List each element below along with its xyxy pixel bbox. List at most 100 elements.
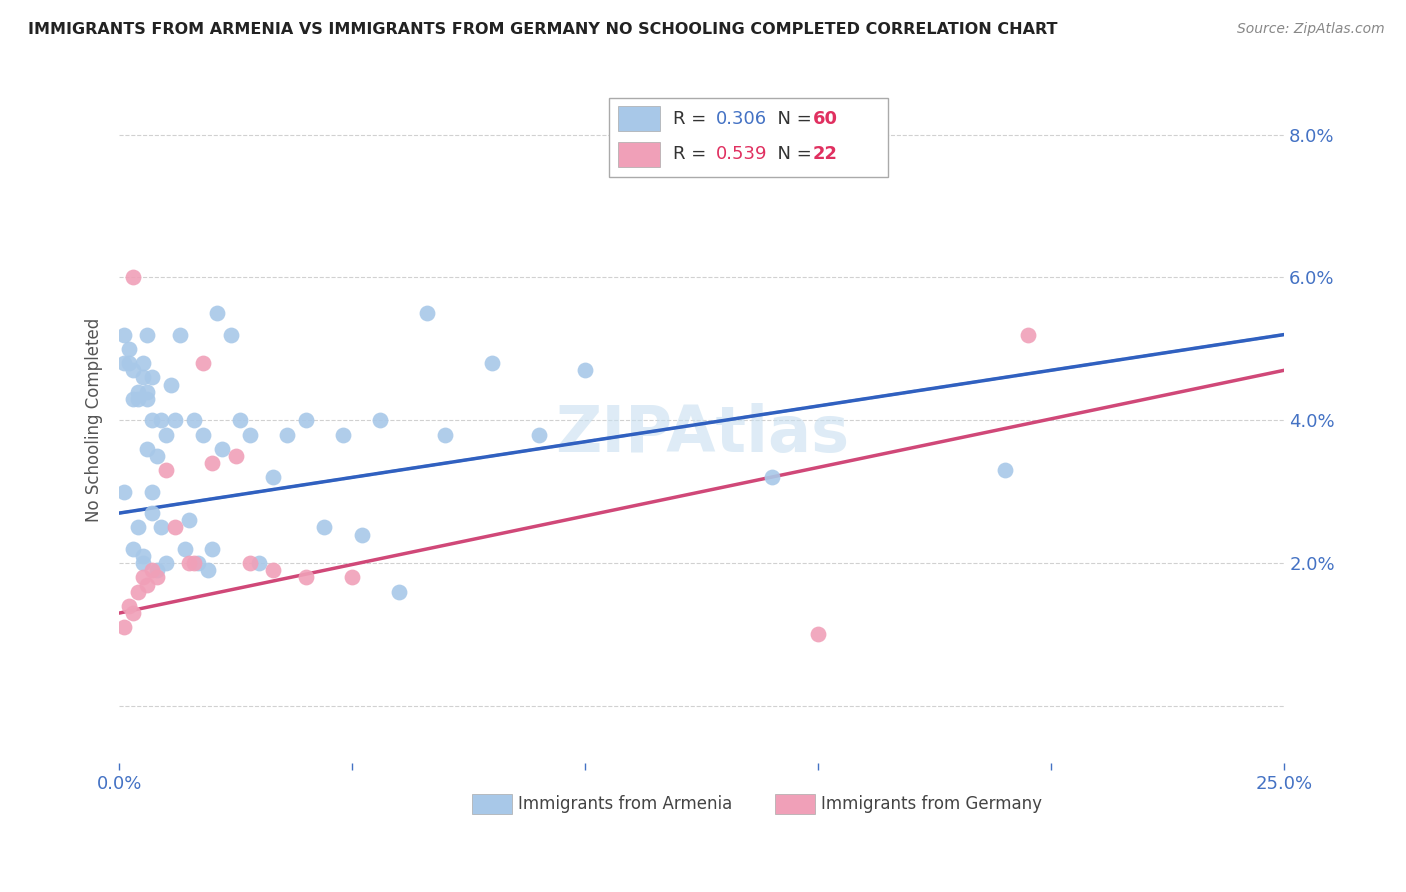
Point <box>527 427 550 442</box>
Point <box>183 413 205 427</box>
Point <box>122 606 145 620</box>
Point <box>368 413 391 427</box>
Point <box>122 270 145 285</box>
Point <box>294 413 316 427</box>
Point <box>136 384 159 399</box>
Point <box>314 520 336 534</box>
Point <box>141 413 163 427</box>
Text: R =: R = <box>672 145 711 163</box>
Point <box>219 327 242 342</box>
Text: N =: N = <box>766 145 817 163</box>
Point <box>350 527 373 541</box>
Point <box>332 427 354 442</box>
Text: R =: R = <box>672 110 711 128</box>
Text: IMMIGRANTS FROM ARMENIA VS IMMIGRANTS FROM GERMANY NO SCHOOLING COMPLETED CORREL: IMMIGRANTS FROM ARMENIA VS IMMIGRANTS FR… <box>28 22 1057 37</box>
Point <box>117 599 139 613</box>
Point <box>225 449 247 463</box>
Point <box>165 520 187 534</box>
Point <box>342 570 364 584</box>
Point <box>201 456 224 470</box>
Point <box>761 470 783 484</box>
FancyBboxPatch shape <box>617 142 659 167</box>
Point <box>276 427 298 442</box>
Point <box>173 541 195 556</box>
Point <box>127 392 149 406</box>
FancyBboxPatch shape <box>617 106 659 131</box>
Text: 22: 22 <box>813 145 838 163</box>
Point <box>481 356 503 370</box>
Point <box>131 356 153 370</box>
Text: Immigrants from Germany: Immigrants from Germany <box>821 795 1042 814</box>
Point <box>247 556 270 570</box>
Point <box>117 356 139 370</box>
Point <box>262 470 284 484</box>
Point <box>205 306 228 320</box>
Point <box>165 413 187 427</box>
Point <box>191 427 214 442</box>
Point <box>262 563 284 577</box>
Point <box>388 584 411 599</box>
Text: 0.306: 0.306 <box>716 110 766 128</box>
Point <box>141 370 163 384</box>
Point <box>127 520 149 534</box>
Text: N =: N = <box>766 110 817 128</box>
Point <box>136 392 159 406</box>
Point <box>183 556 205 570</box>
Point <box>122 392 145 406</box>
Point <box>807 627 830 641</box>
Point <box>294 570 316 584</box>
Point <box>145 449 167 463</box>
Point <box>136 442 159 456</box>
Point <box>131 570 153 584</box>
Point <box>112 356 135 370</box>
Point <box>994 463 1017 477</box>
Point <box>141 484 163 499</box>
Point <box>179 556 201 570</box>
Point <box>150 520 173 534</box>
Point <box>131 556 153 570</box>
Text: 0.539: 0.539 <box>716 145 768 163</box>
Point <box>112 620 135 634</box>
Point <box>131 370 153 384</box>
Point <box>150 413 173 427</box>
Point <box>122 363 145 377</box>
Point <box>112 327 135 342</box>
Point <box>145 570 167 584</box>
Point <box>191 356 214 370</box>
Text: ZIPAtlas: ZIPAtlas <box>555 403 849 465</box>
Point <box>112 484 135 499</box>
Point <box>197 563 219 577</box>
Text: Source: ZipAtlas.com: Source: ZipAtlas.com <box>1237 22 1385 37</box>
FancyBboxPatch shape <box>775 794 815 814</box>
FancyBboxPatch shape <box>609 98 889 177</box>
Text: 60: 60 <box>813 110 838 128</box>
Point <box>141 506 163 520</box>
Point <box>239 556 262 570</box>
Point <box>159 377 181 392</box>
Point <box>141 563 163 577</box>
Point <box>155 427 177 442</box>
Point <box>1017 327 1039 342</box>
Point <box>131 549 153 563</box>
Point <box>239 427 262 442</box>
Point <box>574 363 596 377</box>
Point <box>434 427 457 442</box>
Point <box>127 384 149 399</box>
Point <box>211 442 233 456</box>
Point <box>229 413 252 427</box>
Point <box>201 541 224 556</box>
Point <box>155 463 177 477</box>
Point <box>136 577 159 591</box>
Point <box>187 556 209 570</box>
Point <box>169 327 191 342</box>
Point <box>127 584 149 599</box>
Point <box>179 513 201 527</box>
Point <box>145 563 167 577</box>
Point <box>136 327 159 342</box>
Point <box>122 541 145 556</box>
FancyBboxPatch shape <box>472 794 512 814</box>
Text: Immigrants from Armenia: Immigrants from Armenia <box>517 795 733 814</box>
Point <box>117 342 139 356</box>
Point <box>155 556 177 570</box>
Y-axis label: No Schooling Completed: No Schooling Completed <box>86 318 103 523</box>
